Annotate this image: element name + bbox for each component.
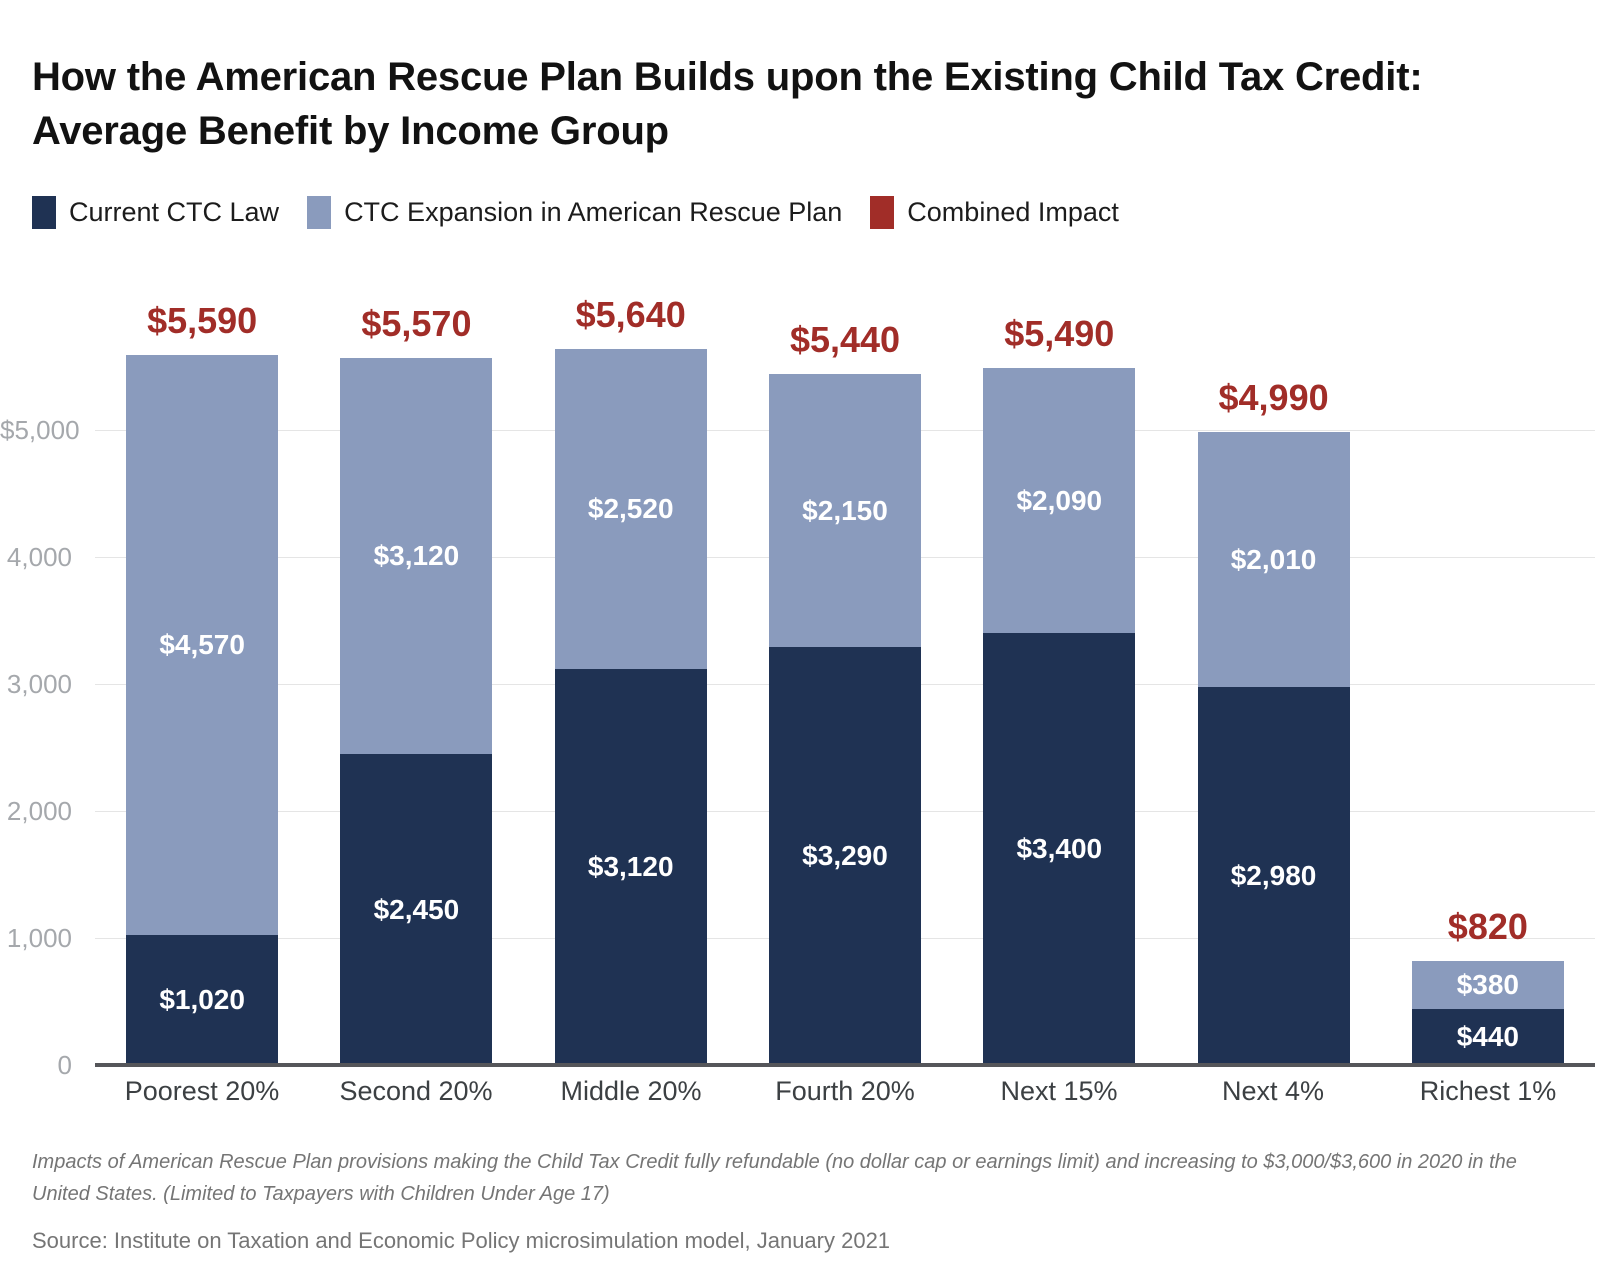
y-tick-label: $5,000	[0, 415, 80, 445]
combined-impact-label: $4,990	[1218, 377, 1329, 418]
bar-value-label-ctc-expansion: $3,120	[373, 540, 460, 571]
combined-impact-label: $5,440	[789, 319, 901, 360]
bar-value-label-ctc-expansion: $380	[1456, 969, 1519, 1000]
bar-value-label-current-ctc: $3,120	[587, 851, 674, 882]
bar-value-label-current-ctc: $440	[1456, 1021, 1519, 1052]
combined-impact-label: $5,640	[575, 294, 686, 335]
x-axis-category-label: Poorest 20%	[124, 1076, 280, 1106]
legend-item: Combined Impact	[870, 196, 1119, 229]
chart-legend: Current CTC Law CTC Expansion in American…	[32, 196, 1119, 229]
y-tick-label: 2,000	[6, 796, 72, 826]
bar-segment-current-ctc	[340, 754, 492, 1065]
chart-source: Source: Institute on Taxation and Econom…	[32, 1228, 891, 1253]
legend-label: CTC Expansion in American Rescue Plan	[344, 197, 843, 227]
bar-segment-ctc-expansion	[340, 358, 492, 754]
bar-value-label-ctc-expansion: $2,010	[1230, 544, 1317, 575]
x-axis-category-label: Next 15%	[1000, 1076, 1118, 1106]
x-axis-baseline	[95, 1063, 1595, 1067]
x-axis-category-label: Fourth 20%	[775, 1076, 915, 1106]
y-tick-label: 0	[57, 1050, 72, 1080]
bar-value-label-current-ctc: $2,980	[1230, 860, 1317, 891]
x-axis-category-label: Second 20%	[339, 1076, 493, 1106]
combined-impact-label: $5,590	[147, 300, 258, 341]
bar-segment-ctc-expansion	[1412, 961, 1564, 1009]
y-tick-label: 4,000	[6, 542, 72, 572]
bar-segment-current-ctc	[555, 669, 707, 1065]
x-axis-category-label: Middle 20%	[560, 1076, 702, 1106]
chart-footnote: Impacts of American Rescue Plan provisio…	[32, 1151, 1517, 1205]
bar-value-label-ctc-expansion: $2,520	[587, 493, 674, 524]
bar-value-label-current-ctc: $2,450	[373, 894, 460, 925]
bar-value-label-ctc-expansion: $2,150	[802, 495, 888, 526]
bar-segment-current-ctc	[983, 633, 1135, 1065]
legend-swatch-icon	[32, 196, 56, 229]
combined-impact-label: $820	[1447, 906, 1528, 947]
bar-value-label-ctc-expansion: $4,570	[159, 629, 245, 660]
bar-segment-current-ctc	[1198, 687, 1350, 1065]
bar-segment-ctc-expansion	[555, 349, 707, 669]
y-tick-label: 1,000	[6, 923, 72, 953]
x-axis-category-label: Richest 1%	[1419, 1076, 1557, 1106]
legend-swatch-icon	[870, 196, 895, 229]
bar-segment-ctc-expansion	[126, 355, 278, 935]
bar-value-label-ctc-expansion: $2,090	[1016, 485, 1103, 516]
legend-item: CTC Expansion in American Rescue Plan	[307, 196, 842, 229]
bar-segment-current-ctc	[126, 935, 278, 1065]
bar-segment-ctc-expansion	[769, 374, 921, 647]
bar-segment-current-ctc	[769, 647, 921, 1065]
y-tick-label: 3,000	[6, 669, 72, 699]
combined-impact-label: $5,570	[361, 303, 472, 344]
chart-title: How the American Rescue Plan Builds upon…	[32, 55, 1423, 153]
legend-item: Current CTC Law	[32, 196, 279, 229]
bar-value-label-current-ctc: $1,020	[159, 984, 245, 1015]
bar-value-label-current-ctc: $3,400	[1016, 833, 1103, 864]
bar-value-label-current-ctc: $3,290	[802, 840, 888, 871]
legend-swatch-icon	[307, 196, 332, 229]
bar-segment-ctc-expansion	[1198, 432, 1350, 687]
legend-label: Combined Impact	[907, 197, 1119, 227]
legend-label: Current CTC Law	[69, 197, 280, 227]
bar-segment-ctc-expansion	[983, 368, 1135, 633]
x-axis-category-label: Next 4%	[1221, 1076, 1325, 1106]
combined-impact-label: $5,490	[1004, 313, 1115, 354]
bar-segment-current-ctc	[1412, 1009, 1564, 1065]
